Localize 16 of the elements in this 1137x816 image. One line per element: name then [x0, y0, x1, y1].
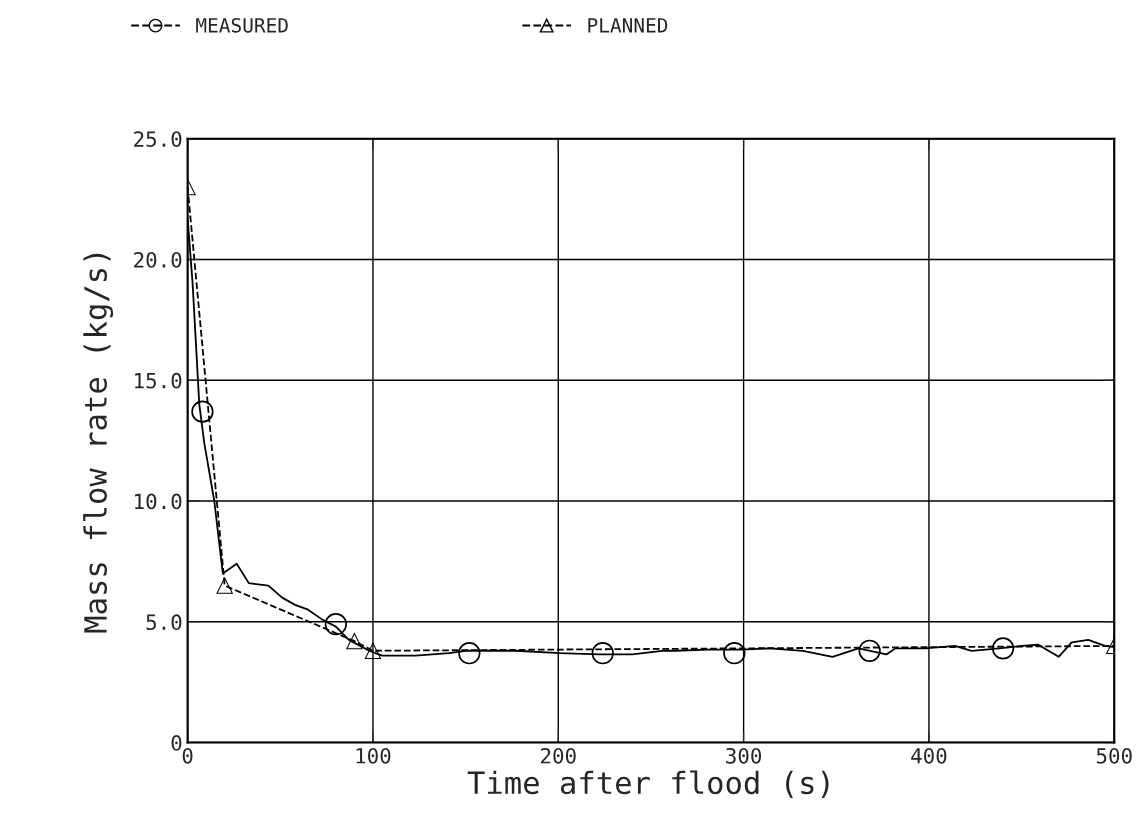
legend-label: PLANNED: [588, 18, 668, 33]
x-tick-label: 0: [182, 747, 193, 764]
y-axis-title: Mass flow rate (kg/s): [83, 253, 114, 633]
y-tick-label: 25.0: [134, 131, 182, 147]
legend-label: MEASURED: [196, 17, 288, 33]
x-tick-label: 300: [726, 747, 762, 764]
y-tick-label: 0: [171, 735, 182, 751]
x-tick-label: 500: [1096, 747, 1132, 764]
y-tick-label: 15.0: [135, 372, 182, 389]
x-tick-label: 400: [911, 747, 947, 764]
y-tick-label: 10.0: [135, 493, 182, 510]
x-tick-label: 100: [356, 747, 391, 764]
x-axis-title: Time after flood (s): [467, 770, 829, 798]
y-tick-label: 20.0: [134, 252, 182, 268]
x-tick-label: 200: [541, 747, 576, 764]
y-tick-label: 5.0: [146, 614, 182, 631]
